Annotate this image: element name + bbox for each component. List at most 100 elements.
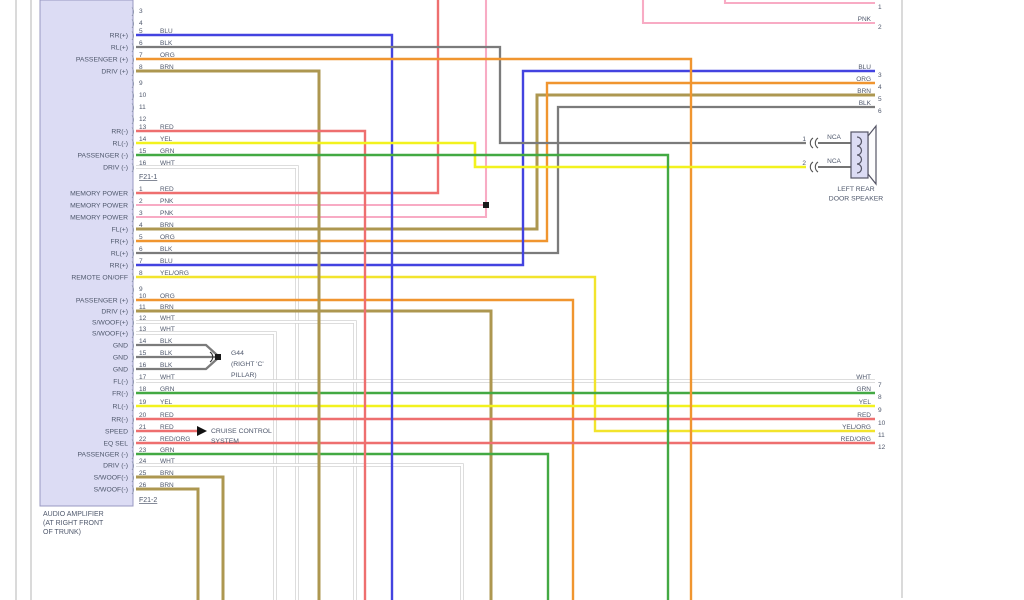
wire-color-label: BLU (160, 258, 173, 265)
wire-color-label: GRN (160, 447, 175, 454)
pin-number: 8 (139, 270, 143, 277)
pin-bracket-icon: ) (132, 224, 135, 234)
pin-bracket-icon: ) (132, 449, 135, 459)
terminal-number: 6 (878, 108, 882, 115)
wire-fr-plus-org (136, 81, 875, 243)
pin-number: 11 (139, 304, 146, 311)
wire-color-label: BLK (160, 362, 173, 369)
pin-function-label: DRIV (-) (103, 164, 128, 171)
pin-function-label: FL(-) (113, 378, 128, 385)
pin-number: 3 (139, 8, 143, 15)
pin-function-label: RR(-) (111, 416, 128, 423)
speaker-caption-line: LEFT REAR (837, 186, 874, 193)
terminal-color-label: BRN (857, 88, 871, 95)
pin-bracket-icon: ) (132, 138, 135, 148)
pin-bracket-icon: ) (132, 376, 135, 386)
wire-color-label: RED (160, 186, 174, 193)
wire-pass-minus-f2-grn (136, 452, 550, 600)
pin-function-label: DRIV (+) (101, 68, 128, 75)
pin-bracket-icon: ) (132, 90, 135, 100)
pin-number: 4 (139, 20, 143, 27)
terminal-number: 1 (878, 4, 882, 11)
terminal-number: 11 (878, 432, 885, 439)
wire-gnd-14-blk (136, 343, 218, 356)
audio-amplifier-block (39, 0, 134, 507)
terminal-number: 12 (878, 444, 886, 451)
wire-color-label: BLK (160, 40, 173, 47)
pin-function-label: PASSENGER (-) (78, 152, 128, 159)
pin-function-label: MEMORY POWER (70, 214, 128, 221)
wire-color-label: GRN (160, 386, 175, 393)
terminal-color-label: YEL (859, 399, 872, 406)
pin-number: 10 (139, 92, 147, 99)
pin-bracket-icon: ) (132, 460, 135, 470)
pin-bracket-icon: ) (132, 352, 135, 362)
pin-function-label: FL(+) (112, 226, 128, 233)
wire-color-label: RED (160, 424, 174, 431)
pin-bracket-icon: ) (132, 328, 135, 338)
terminal-number: 8 (878, 394, 882, 401)
wire-color-label: ORG (160, 293, 175, 300)
pin-number: 15 (139, 148, 147, 155)
terminal-color-label: PNK (858, 16, 872, 23)
pin-function-label: MEMORY POWER (70, 202, 128, 209)
wire-fl-plus-brn (136, 93, 875, 231)
wire-memory-power-pnk-3 (136, 0, 488, 219)
pin-function-label: PASSENGER (-) (78, 451, 128, 458)
speaker-cone (867, 124, 877, 186)
pin-bracket-icon: ) (132, 6, 135, 16)
pin-function-label: S/WOOF(-) (94, 486, 128, 493)
wire-swoof-plus-13-wht (136, 331, 277, 600)
pin-function-label: RL(-) (113, 140, 128, 147)
pin-function-label: FR(-) (112, 390, 128, 397)
ground-label-line: PILLAR) (231, 372, 257, 379)
pin-bracket-icon: ) (132, 260, 135, 270)
ground-symbol (215, 354, 221, 360)
pin-number: 13 (139, 124, 147, 131)
pin-number: 14 (139, 338, 147, 345)
wire-memory-power-red (136, 0, 440, 195)
pin-number: 19 (139, 399, 147, 406)
wire-terminal-2-pnk (641, 0, 875, 25)
wire-swoof-minus-25-brn (136, 475, 225, 600)
pin-bracket-icon: ) (132, 472, 135, 482)
pin-bracket-icon: ) (132, 438, 135, 448)
pin-number: 5 (139, 234, 143, 241)
pin-bracket-icon: ) (132, 150, 135, 160)
pin-function-label: PASSENGER (+) (76, 297, 128, 304)
ground-label-line: G44 (231, 350, 244, 357)
connector-bracket-icon (809, 161, 814, 173)
terminal-number: 3 (878, 72, 882, 79)
pin-number: 17 (139, 374, 147, 381)
wire-color-label: WHT (160, 458, 175, 465)
pin-number: 22 (139, 436, 147, 443)
pin-function-label: MEMORY POWER (70, 190, 128, 197)
wire-pass-plus-f2-org (136, 298, 575, 600)
speaker-caption-line: DOOR SPEAKER (829, 196, 883, 203)
terminal-color-label: RED (857, 412, 871, 419)
wire-driv-minus-f2-wht (136, 463, 464, 600)
wire-pass-minus-f1-grn (136, 153, 670, 600)
wire-rr-plus-f1-blu (136, 33, 394, 600)
wire-driv-plus-f1-brn (136, 69, 321, 600)
pin-number: 15 (139, 350, 147, 357)
wire-color-label: YEL (160, 136, 173, 143)
wire-color-label: RED/ORG (160, 436, 190, 443)
speaker-pin-number: 2 (802, 160, 806, 167)
terminal-number: 4 (878, 84, 882, 91)
terminal-color-label: BLU (858, 64, 871, 71)
pin-bracket-icon: ) (132, 66, 135, 76)
pin-number: 18 (139, 386, 147, 393)
cruise-arrow-icon (197, 426, 207, 436)
terminal-number: 5 (878, 96, 882, 103)
wire-color-label: YEL (160, 399, 173, 406)
wire-color-label: BLK (160, 350, 173, 357)
pin-bracket-icon: ) (132, 162, 135, 172)
terminal-color-label: YEL/ORG (842, 424, 871, 431)
connector-bracket-icon (814, 161, 819, 173)
pin-number: 24 (139, 458, 147, 465)
wire-color-label: WHT (160, 326, 175, 333)
wire-color-label: YEL/ORG (160, 270, 189, 277)
